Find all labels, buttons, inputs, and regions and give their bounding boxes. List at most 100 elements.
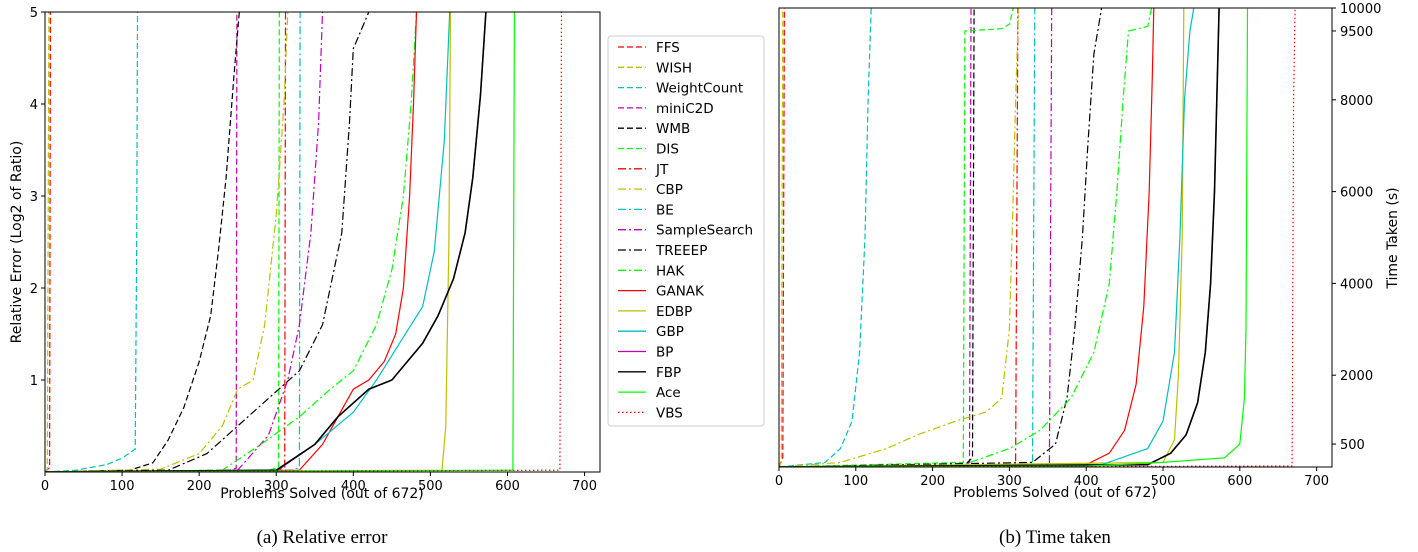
x-tick-label: 100 (843, 474, 868, 489)
legend-label-ace: Ace (656, 385, 681, 401)
series-line-edbp (45, 12, 452, 472)
series-line-hak (779, 8, 1153, 467)
series-line-ffs (45, 12, 51, 472)
legend-label-dis: DIS (656, 142, 679, 158)
y-axis-label-a: Relative Error (Log2 of Ratio) (9, 141, 25, 344)
y-tick-label: 500 (1340, 438, 1365, 453)
legend-label-hak: HAK (656, 263, 685, 279)
legend-label-weightcount: WeightCount (656, 81, 743, 97)
series-line-ace (45, 12, 515, 472)
x-axis-label-b: Problems Solved (out of 672) (953, 485, 1157, 501)
x-tick-label: 200 (187, 479, 212, 494)
y-tick-label: 2000 (1340, 369, 1373, 384)
x-tick-label: 0 (41, 479, 49, 494)
y-tick-label: 6000 (1340, 186, 1373, 201)
y-tick-label: 4 (30, 98, 38, 113)
legend-label-ffs: FFS (656, 40, 680, 56)
series-line-wish (779, 8, 784, 467)
series-line-ace (779, 8, 1249, 467)
x-tick-label: 400 (1074, 474, 1099, 489)
legend-label-wish: WISH (656, 60, 692, 76)
series-line-dis (779, 8, 1014, 467)
legend-label-cbp: CBP (656, 182, 683, 198)
series-line-wish (45, 12, 50, 472)
legend-label-bp: BP (656, 345, 673, 361)
series-line-cbp (45, 12, 289, 472)
x-tick-label: 500 (418, 479, 443, 494)
x-tick-label: 400 (341, 479, 366, 494)
y-tick-label: 9500 (1340, 25, 1373, 40)
y-tick-label: 3 (30, 190, 38, 205)
y-ticks-b: 500 2000 4000 6000 8000 9500 10000 (1332, 2, 1381, 453)
x-tick-label: 300 (264, 479, 289, 494)
series-line-wmb (45, 12, 240, 472)
series-line-dis (45, 12, 280, 472)
series-line-treeep (779, 8, 1103, 467)
series-line-samplesearch (779, 8, 1053, 467)
legend-label-ganak: GANAK (656, 284, 705, 300)
plot-frame-a (44, 11, 601, 473)
x-axis-label-a: Problems Solved (out of 672) (220, 486, 424, 502)
legend-label-gbp: GBP (656, 324, 684, 340)
series-line-hak (45, 12, 418, 472)
x-tick-label: 300 (997, 474, 1022, 489)
series-line-weightcount (779, 8, 872, 467)
legend: FFS WISH WeightCount miniC2D WMB DIS JT CBP BE Sa… (607, 35, 765, 427)
panel-relative-error: 0 100 200 300 400 500 600 700 1 2 3 4 5 Problems So… (9, 6, 601, 548)
series-line-fbp (45, 12, 487, 472)
series-line-edbp (779, 8, 1185, 467)
legend-label-minic2d: miniC2D (656, 101, 714, 117)
legend-label-be: BE (656, 202, 674, 218)
series-line-ganak (45, 12, 418, 472)
series-line-be (779, 8, 1036, 467)
legend-label-vbs: VBS (656, 405, 683, 421)
y-tick-label: 2 (30, 282, 38, 297)
series-line-treeep (45, 12, 370, 472)
caption-b: (b) Time taken (999, 527, 1111, 548)
y-tick-label: 8000 (1340, 94, 1373, 109)
series-line-jt (779, 8, 1019, 467)
x-tick-label: 100 (110, 479, 135, 494)
series-line-fbp (779, 8, 1220, 467)
legend-label-jt: JT (655, 162, 669, 178)
y-ticks-a: 1 2 3 4 5 (30, 6, 45, 389)
legend-label-wmb: WMB (656, 121, 690, 137)
x-tick-label: 500 (1151, 474, 1176, 489)
series-line-samplesearch (45, 12, 324, 472)
series-line-minic2d (45, 12, 238, 472)
legend-box (607, 35, 765, 427)
legend-label-samplesearch: SampleSearch (656, 223, 753, 239)
x-tick-label: 0 (775, 474, 783, 489)
series-line-vbs (45, 12, 563, 472)
x-tick-label: 700 (1304, 474, 1329, 489)
relative-error-series-lines (45, 12, 563, 472)
legend-label-edbp: EDBP (656, 304, 692, 320)
x-tick-label: 700 (572, 479, 597, 494)
legend-label-treeep: TREEEP (655, 243, 707, 259)
x-ticks-b: 0 100 200 300 400 500 600 700 (775, 467, 1329, 489)
y-tick-label: 5 (30, 6, 38, 21)
plot-frame-b (778, 7, 1333, 468)
series-line-wmb (779, 8, 975, 467)
series-line-bp (45, 12, 487, 472)
series-line-weightcount (45, 12, 139, 472)
series-line-bp (779, 8, 1220, 467)
y-tick-label: 1 (30, 374, 38, 389)
panel-time-taken: 0 100 200 300 400 500 600 700 500 2000 4000 6000 80… (775, 2, 1401, 548)
series-line-minic2d (779, 8, 972, 467)
legend-label-fbp: FBP (656, 365, 681, 381)
time-taken-series-lines (779, 8, 1296, 467)
x-tick-label: 600 (1227, 474, 1252, 489)
series-line-be (45, 12, 301, 472)
series-line-jt (45, 12, 287, 472)
x-tick-label: 600 (495, 479, 520, 494)
y-tick-label: 10000 (1340, 2, 1381, 17)
series-line-ganak (779, 8, 1155, 467)
x-ticks-a: 0 100 200 300 400 500 600 700 (41, 472, 597, 494)
caption-a: (a) Relative error (257, 527, 388, 548)
series-line-cbp (779, 8, 1020, 467)
y-tick-label: 4000 (1340, 277, 1373, 292)
series-line-gbp (45, 12, 451, 472)
y-axis-label-b: Time Taken (s) (1385, 187, 1401, 289)
